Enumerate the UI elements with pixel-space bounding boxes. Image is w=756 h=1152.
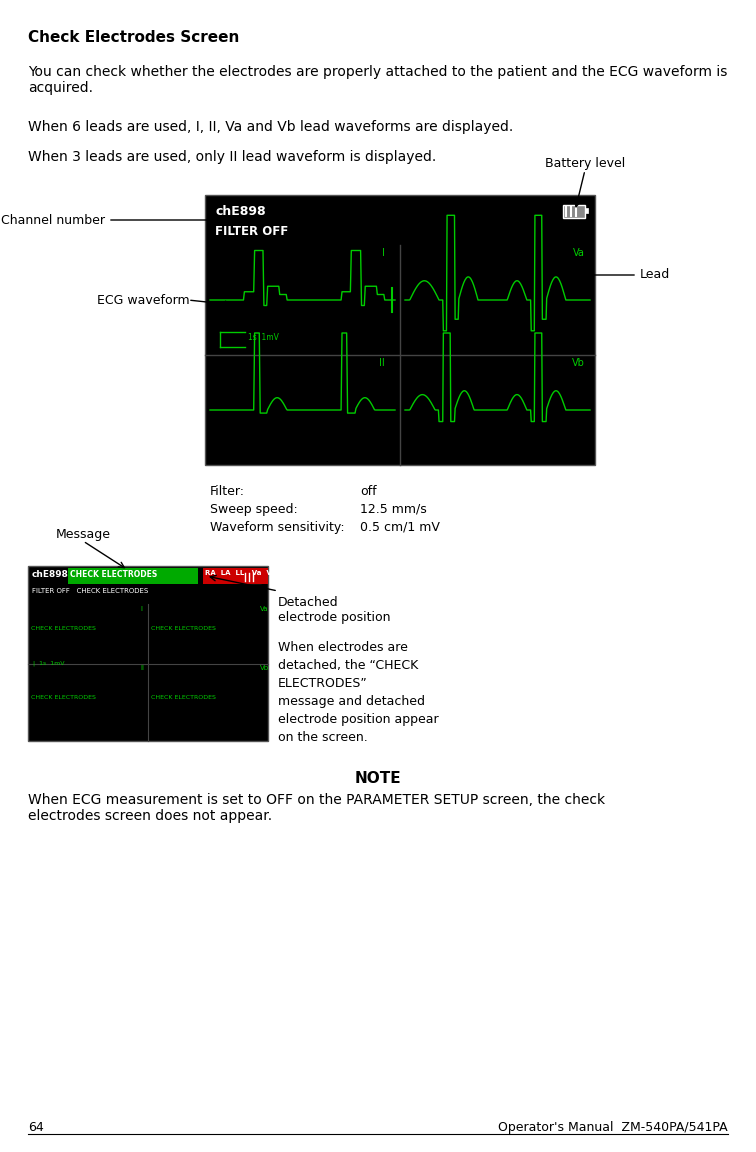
Text: Va: Va	[260, 606, 268, 612]
Bar	[28, 566, 268, 741]
Text: NOTE: NOTE	[355, 771, 401, 786]
Text: Vb: Vb	[572, 358, 585, 367]
Text: FILTER OFF   CHECK ELECTRODES: FILTER OFF CHECK ELECTRODES	[32, 588, 148, 594]
Text: When 6 leads are used, I, II, Va and Vb lead waveforms are displayed.: When 6 leads are used, I, II, Va and Vb …	[28, 120, 513, 134]
Text: You can check whether the electrodes are properly attached to the patient and th: You can check whether the electrodes are…	[28, 65, 727, 96]
Text: ECG waveform: ECG waveform	[98, 294, 190, 306]
Text: When 3 leads are used, only II lead waveform is displayed.: When 3 leads are used, only II lead wave…	[28, 150, 436, 164]
Text: CHECK ELECTRODES: CHECK ELECTRODES	[70, 570, 157, 579]
Bar	[68, 568, 198, 584]
Text: FILTER OFF: FILTER OFF	[215, 225, 288, 238]
Text: Sweep speed:: Sweep speed:	[210, 503, 298, 516]
Bar	[585, 207, 588, 213]
Text: 64: 64	[28, 1121, 44, 1134]
Text: Lead: Lead	[640, 268, 671, 281]
Text: Battery level: Battery level	[545, 157, 625, 170]
Text: I: I	[140, 606, 142, 612]
Text: CHECK ELECTRODES: CHECK ELECTRODES	[151, 695, 216, 699]
Bar	[205, 195, 595, 465]
Text: Message: Message	[55, 528, 110, 541]
Text: II: II	[140, 666, 144, 672]
Text: 12.5 mm/s: 12.5 mm/s	[360, 503, 426, 516]
Text: 0.5 cm/1 mV: 0.5 cm/1 mV	[360, 521, 440, 535]
Text: When electrodes are
detached, the “CHECK
ELECTRODES”
message and detached
electr: When electrodes are detached, the “CHECK…	[278, 641, 438, 744]
Text: CHECK ELECTRODES: CHECK ELECTRODES	[31, 627, 96, 631]
Text: chE898: chE898	[32, 570, 69, 579]
Text: Vb: Vb	[260, 666, 269, 672]
Text: When ECG measurement is set to OFF on the PARAMETER SETUP screen, the check
elec: When ECG measurement is set to OFF on th…	[28, 793, 605, 824]
Text: 1s  1mV: 1s 1mV	[248, 333, 279, 341]
Text: |  1s  1mV: | 1s 1mV	[33, 660, 64, 666]
Bar	[203, 568, 268, 584]
Text: chE898: chE898	[215, 205, 265, 218]
Text: Detached
electrode position: Detached electrode position	[278, 596, 391, 624]
Text: CHECK ELECTRODES: CHECK ELECTRODES	[31, 695, 96, 699]
Text: Operator's Manual  ZM-540PA/541PA: Operator's Manual ZM-540PA/541PA	[498, 1121, 728, 1134]
Text: CHECK ELECTRODES: CHECK ELECTRODES	[151, 627, 216, 631]
Text: Channel number: Channel number	[1, 213, 105, 227]
Text: Filter:: Filter:	[210, 485, 245, 498]
Text: RA  LA  LL   Va  Vb: RA LA LL Va Vb	[205, 570, 277, 576]
Text: I: I	[382, 248, 385, 258]
Text: Waveform sensitivity:: Waveform sensitivity:	[210, 521, 345, 535]
Text: Va: Va	[573, 248, 585, 258]
Text: II: II	[380, 358, 385, 367]
Bar	[243, 573, 261, 583]
Text: Check Electrodes Screen: Check Electrodes Screen	[28, 30, 240, 45]
Bar	[563, 205, 585, 218]
Text: off: off	[360, 485, 376, 498]
